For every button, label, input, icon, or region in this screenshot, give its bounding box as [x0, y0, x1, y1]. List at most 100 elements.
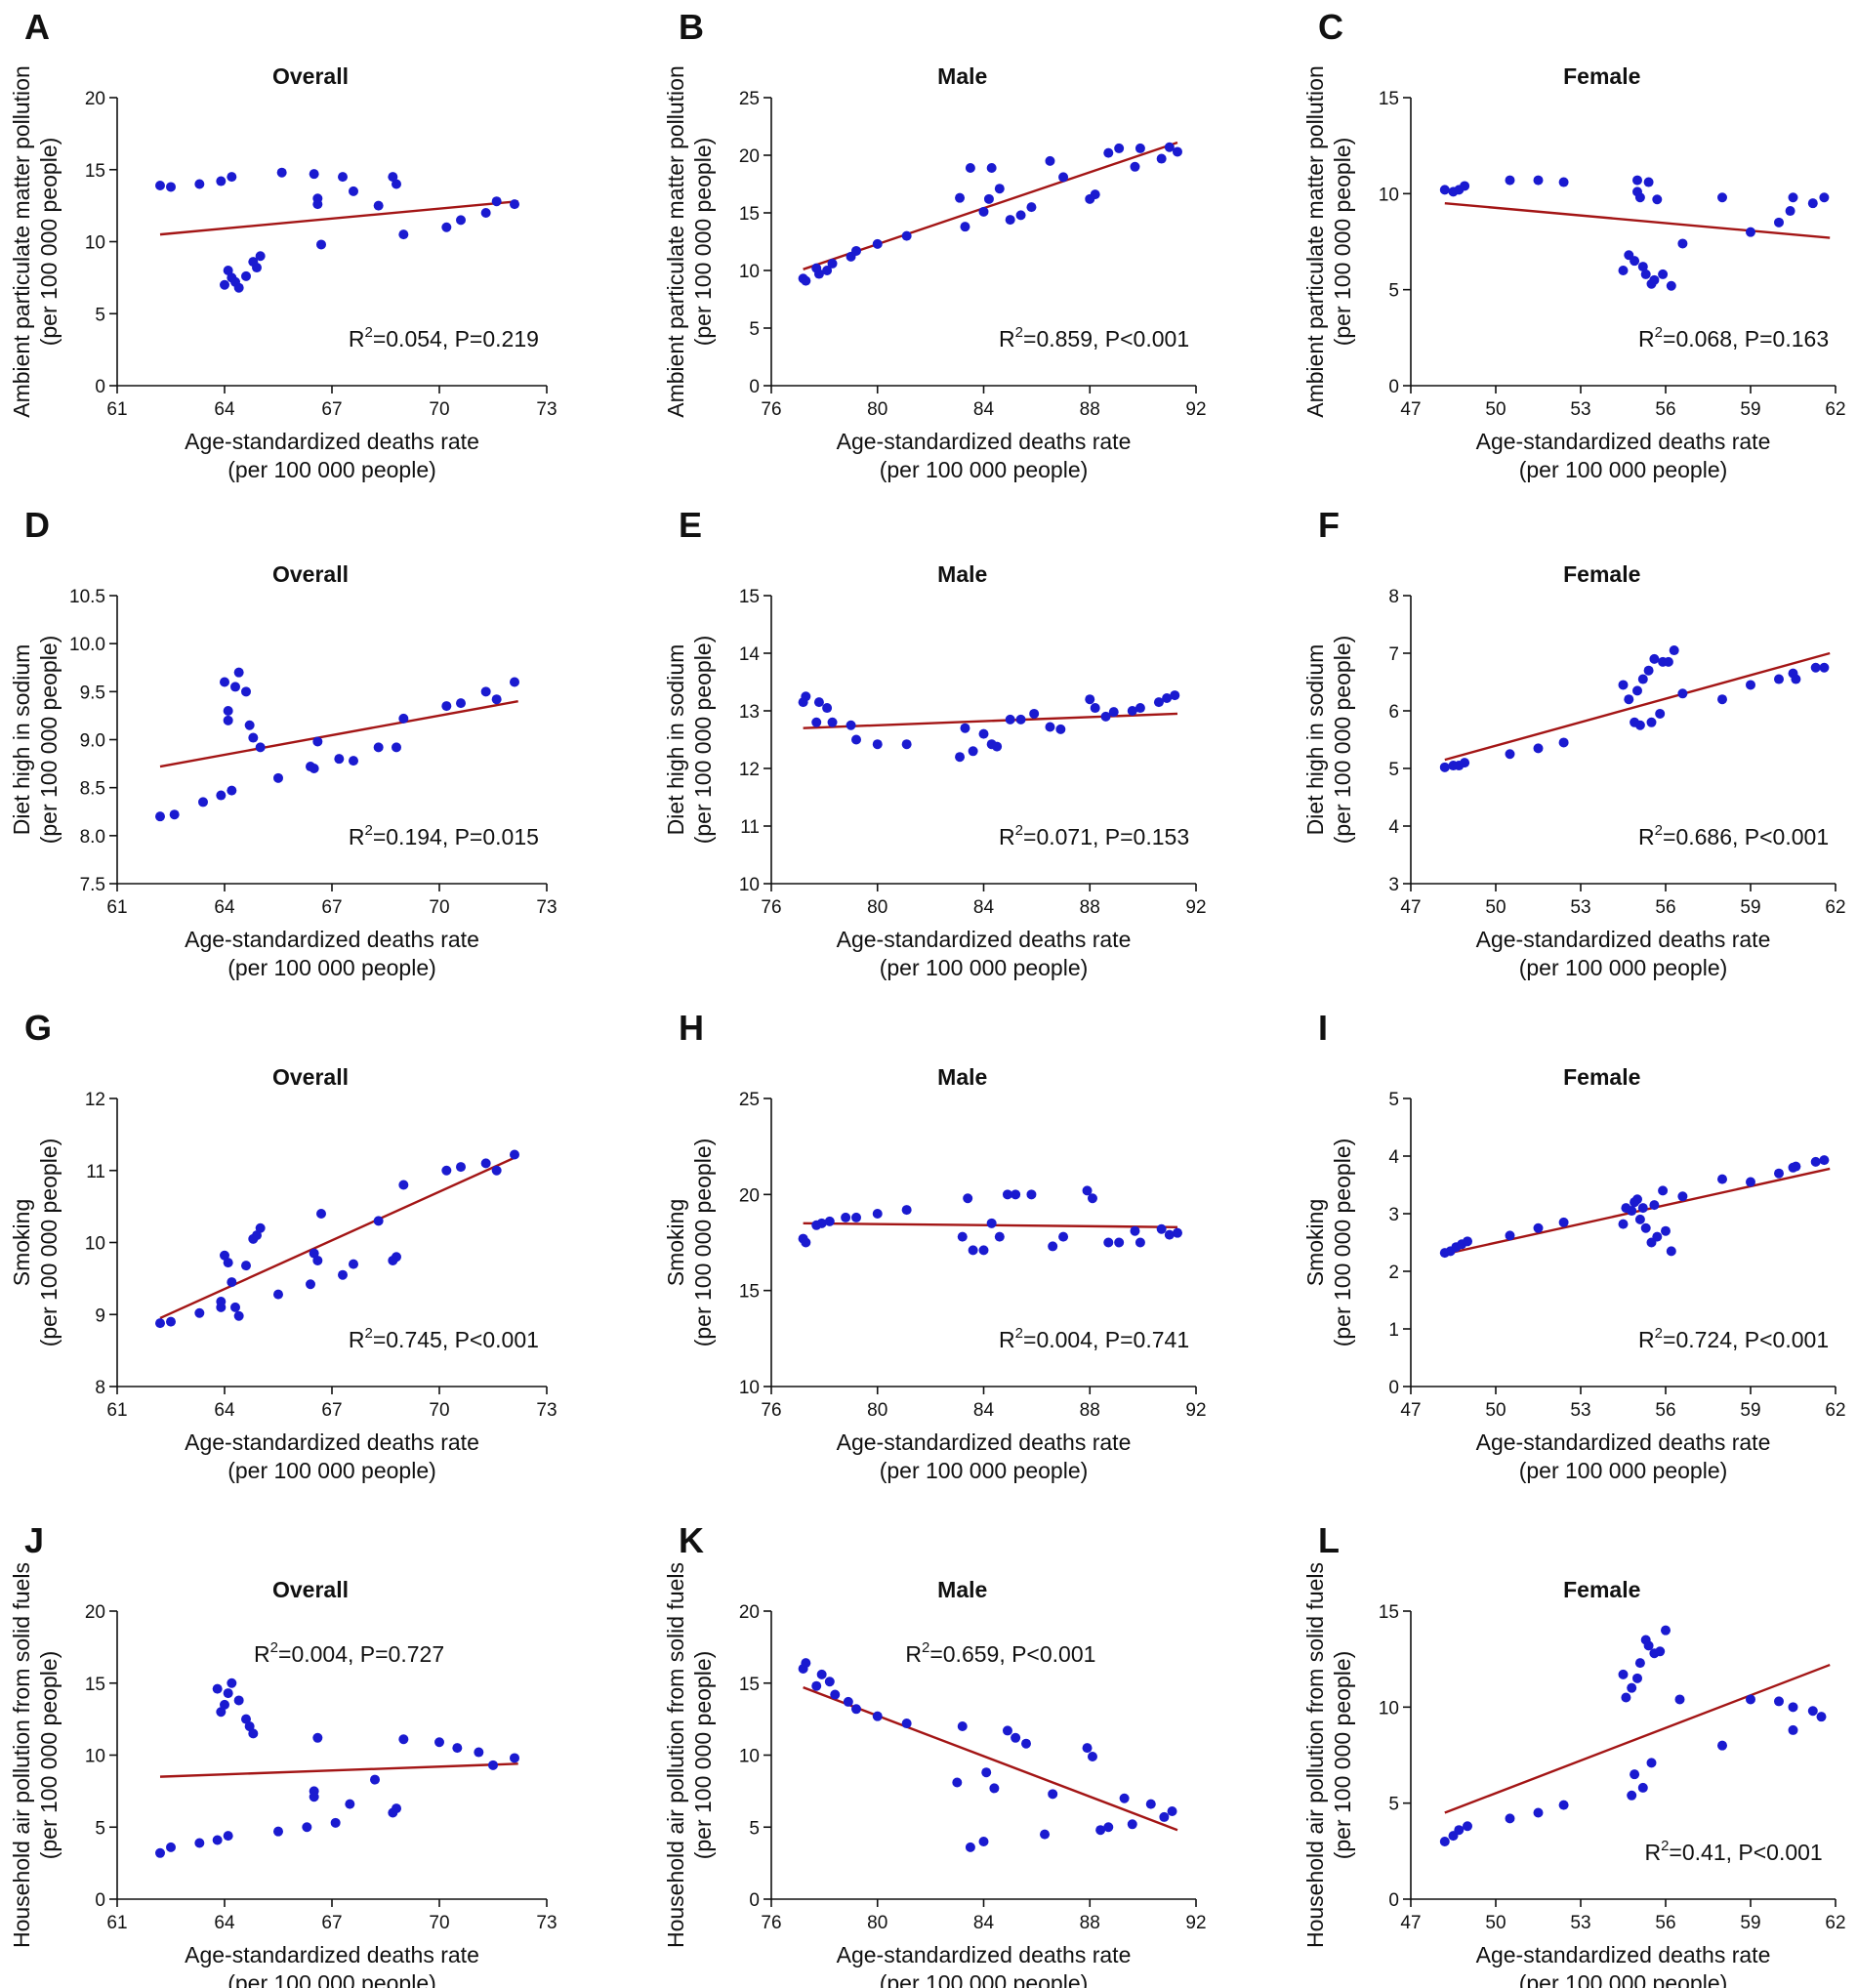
regression-line — [1444, 201, 1831, 239]
data-point — [1002, 1189, 1012, 1200]
data-point — [312, 736, 323, 747]
data-point — [1774, 217, 1784, 228]
y-axis-label: Smoking — [663, 1199, 688, 1286]
data-point — [1658, 1185, 1669, 1196]
data-point — [1632, 685, 1642, 696]
data-point — [452, 1743, 463, 1754]
x-tick-label: 59 — [1740, 1400, 1760, 1421]
data-point — [312, 193, 323, 204]
data-point — [1634, 1658, 1645, 1669]
data-point — [216, 1296, 227, 1306]
data-point — [1621, 1692, 1631, 1703]
x-tick-label: 61 — [106, 1400, 127, 1421]
data-point — [1130, 161, 1140, 172]
data-point — [398, 1180, 409, 1190]
data-point — [392, 1252, 401, 1263]
data-point — [824, 1216, 835, 1226]
data-point — [1159, 1811, 1170, 1822]
data-point — [491, 1165, 502, 1176]
data-point — [155, 811, 165, 822]
y-tick-label: 25 — [739, 89, 760, 109]
data-point — [373, 200, 384, 211]
data-point — [801, 691, 811, 702]
data-point — [841, 1212, 851, 1222]
regression-line — [803, 141, 1178, 270]
data-point — [1015, 714, 1026, 725]
data-point — [1048, 1789, 1058, 1800]
data-point — [233, 1695, 244, 1706]
data-point — [194, 179, 205, 189]
panel-letter: B — [679, 7, 704, 47]
y-tick-label: 10.0 — [69, 635, 105, 655]
chart-title: Female — [1563, 561, 1640, 587]
regression-line — [803, 712, 1178, 729]
data-point — [255, 742, 266, 753]
data-point — [312, 1255, 323, 1265]
data-point — [198, 797, 208, 808]
x-axis-label-units: (per 100 000 people) — [1519, 1458, 1728, 1483]
chart-title: Female — [1563, 1577, 1640, 1602]
data-point — [1087, 1193, 1097, 1204]
data-point — [166, 1842, 176, 1852]
data-point — [992, 741, 1003, 752]
data-point — [872, 739, 883, 750]
x-tick-label: 64 — [214, 1400, 235, 1421]
x-tick-label: 84 — [973, 1913, 995, 1933]
data-point — [480, 1158, 491, 1169]
data-point — [373, 742, 384, 753]
y-axis-label: Ambient particulate matter pollution — [1302, 65, 1328, 418]
data-point — [1460, 758, 1470, 768]
y-axis-label: Ambient particulate matter pollution — [663, 65, 688, 418]
y-axis-label: Ambient particulate matter pollution — [9, 65, 34, 418]
y-axis-label: Diet high in sodium — [9, 644, 34, 836]
data-point — [1807, 1706, 1818, 1717]
data-point — [398, 229, 409, 240]
stat-annotation: R2=0.41, P<0.001 — [1644, 1838, 1822, 1865]
y-tick-label: 5 — [749, 319, 760, 340]
y-tick-label: 2 — [1388, 1263, 1399, 1283]
data-point — [1634, 1214, 1645, 1224]
y-tick-label: 5 — [95, 305, 105, 325]
chart-title: Overall — [272, 1064, 349, 1090]
data-point — [169, 809, 180, 820]
x-axis-label-units: (per 100 000 people) — [227, 457, 436, 482]
data-point — [273, 1289, 283, 1300]
x-axis-label-units: (per 100 000 people) — [880, 1458, 1089, 1483]
data-point — [901, 739, 912, 750]
data-point — [273, 772, 283, 783]
data-point — [1669, 645, 1679, 656]
chart-title: Overall — [272, 561, 349, 587]
data-point — [1646, 1758, 1657, 1768]
panel-i: I Female 0 1 2 3 4 5 47 50 53 56 59 62 Age-standardize… — [1302, 1008, 1846, 1483]
data-point — [302, 1822, 312, 1833]
data-point — [338, 1269, 348, 1280]
y-tick-label: 7 — [1388, 644, 1399, 665]
data-point — [273, 1826, 283, 1837]
data-point — [1045, 722, 1055, 732]
y-tick-label: 25 — [739, 1090, 760, 1110]
data-point — [813, 697, 824, 708]
data-point — [1082, 1185, 1093, 1196]
data-point — [316, 1209, 326, 1219]
data-point — [216, 1707, 227, 1718]
data-point — [851, 734, 861, 745]
data-point — [1632, 175, 1642, 186]
data-point — [827, 258, 838, 269]
y-tick-label: 11 — [86, 1162, 105, 1182]
data-point — [1103, 1237, 1114, 1248]
data-point — [1505, 749, 1515, 760]
data-point — [233, 1310, 244, 1321]
data-point — [1454, 1825, 1465, 1836]
data-point — [309, 169, 319, 180]
data-point — [227, 1677, 237, 1688]
x-axis-label-units: (per 100 000 people) — [227, 955, 436, 980]
x-axis-label-units: (per 100 000 people) — [880, 1970, 1089, 1988]
x-tick-label: 56 — [1655, 1913, 1675, 1933]
data-point — [510, 1753, 519, 1763]
data-point — [166, 182, 176, 192]
stat-annotation: R2=0.659, P<0.001 — [905, 1639, 1095, 1667]
data-point — [901, 230, 912, 241]
y-tick-label: 10 — [739, 875, 760, 895]
chart-title: Male — [937, 63, 987, 89]
y-tick-label: 10 — [85, 1747, 105, 1767]
